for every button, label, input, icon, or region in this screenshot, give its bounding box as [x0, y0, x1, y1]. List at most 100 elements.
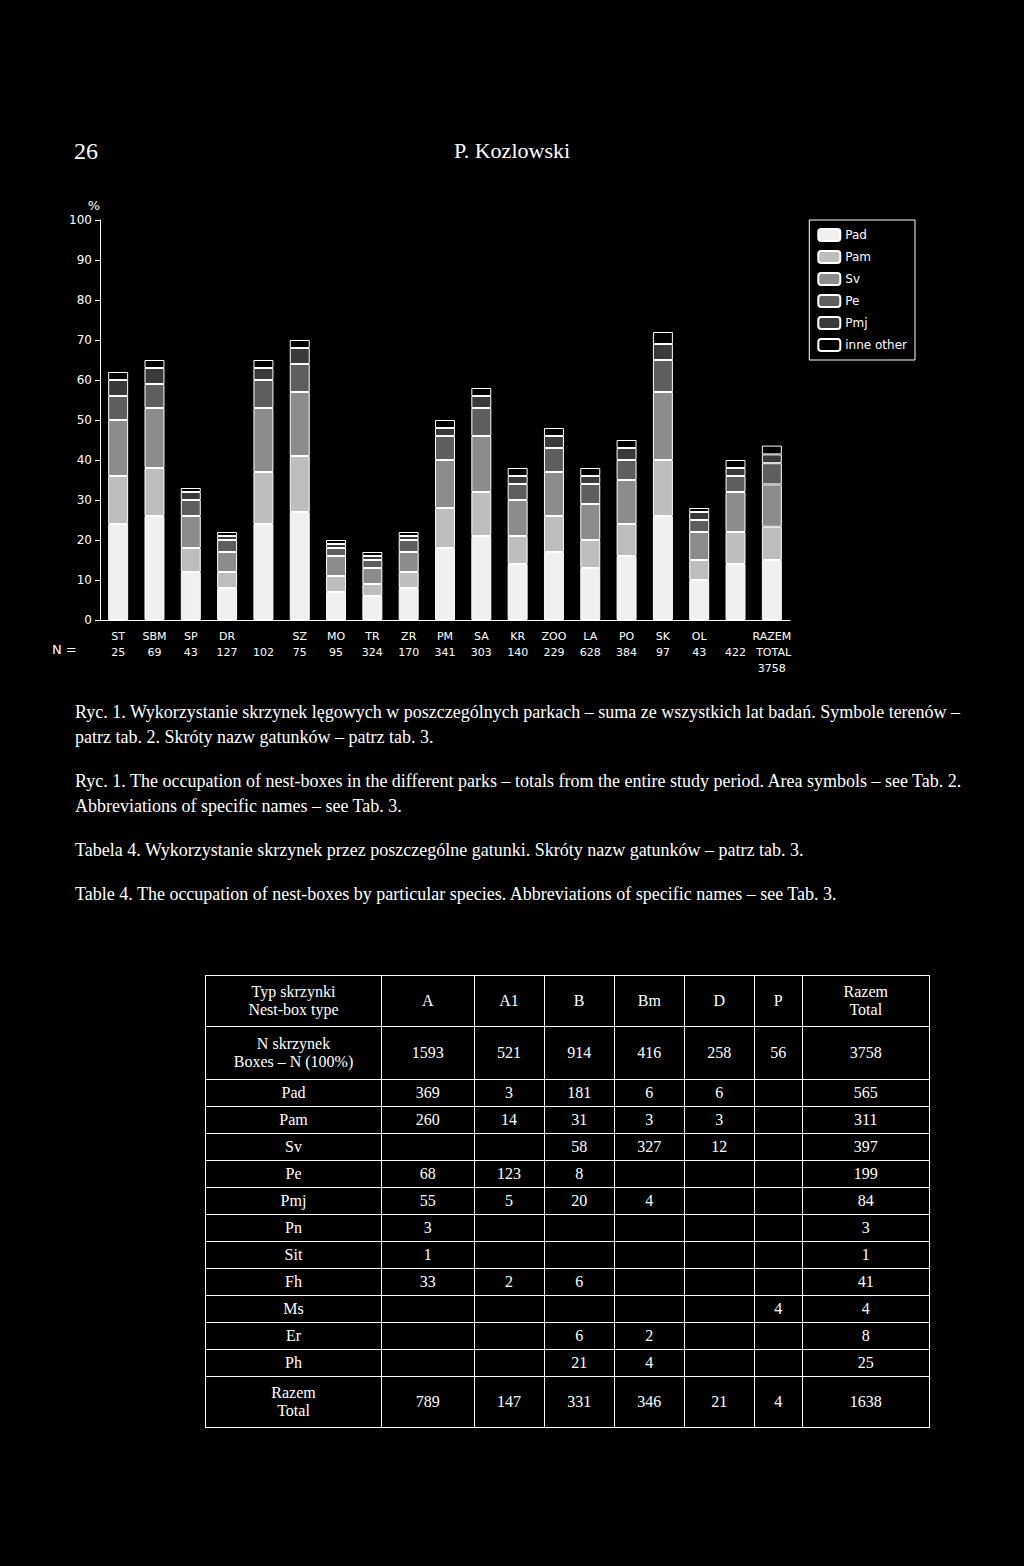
svg-text:100: 100: [69, 213, 92, 227]
html-text:12: 12: [711, 1138, 728, 1155]
html-text:55: 55: [419, 1192, 436, 1209]
html-text:258: 258: [707, 1044, 732, 1061]
html-text:N skrzynek: N skrzynek: [256, 1035, 331, 1052]
html-text:Ryc. 1. Wykorzystanie skrzynek: Ryc. 1. Wykorzystanie skrzynek lęgowych …: [75, 702, 961, 747]
svg-text:90: 90: [77, 253, 92, 267]
html-text:Pn: Pn: [285, 1219, 302, 1236]
svg-text:PM: PM: [437, 630, 453, 643]
svg-text:170: 170: [398, 646, 419, 659]
svg-text:303: 303: [471, 646, 492, 659]
html-text:521: 521: [497, 1044, 522, 1061]
html-text:56: 56: [770, 1044, 787, 1061]
svg-text:N =: N =: [52, 642, 77, 657]
svg-text:97: 97: [656, 646, 670, 659]
svg-text:30: 30: [77, 493, 92, 507]
html-text:Boxes – N (100%): Boxes – N (100%): [233, 1053, 354, 1070]
svg-text:MO: MO: [327, 630, 345, 643]
html-text:14: 14: [501, 1111, 518, 1128]
html-text:58: 58: [571, 1138, 588, 1155]
html-text:26: 26: [74, 138, 98, 164]
html-text:3758: 3758: [849, 1044, 882, 1061]
svg-text:384: 384: [616, 646, 637, 659]
html-text:Pad: Pad: [281, 1084, 306, 1101]
svg-text:229: 229: [543, 646, 564, 659]
html-text:Pe: Pe: [285, 1165, 302, 1182]
html-text:Bm: Bm: [637, 992, 661, 1009]
html-text:Pmj: Pmj: [280, 1192, 307, 1209]
svg-text:140: 140: [507, 646, 528, 659]
svg-text:60: 60: [77, 373, 92, 387]
svg-text:SBM: SBM: [142, 630, 166, 643]
svg-text:KR: KR: [510, 630, 525, 643]
svg-text:0: 0: [84, 613, 92, 627]
svg-text:Sv: Sv: [845, 272, 860, 286]
html-text:565: 565: [853, 1084, 878, 1101]
html-text:Ryc. 1. The occupation of nest: Ryc. 1. The occupation of nest-boxes in …: [75, 771, 962, 816]
html-text:369: 369: [415, 1084, 440, 1101]
html-text:Razem: Razem: [843, 983, 888, 1000]
html-text:20: 20: [571, 1192, 588, 1209]
svg-text:SK: SK: [656, 630, 671, 643]
html-text:P. Kozlowski: P. Kozlowski: [453, 138, 571, 163]
svg-text:TOTAL: TOTAL: [753, 646, 792, 659]
svg-text:RAZEM: RAZEM: [752, 630, 791, 643]
svg-text:Pe: Pe: [845, 294, 859, 308]
svg-text:341: 341: [435, 646, 456, 659]
svg-text:Pad: Pad: [845, 228, 867, 242]
svg-text:DR: DR: [219, 630, 235, 643]
html-text:Sv: Sv: [285, 1138, 302, 1155]
svg-text:SP: SP: [184, 630, 198, 643]
html-text:123: 123: [497, 1165, 522, 1182]
html-text:A1: A1: [499, 992, 519, 1009]
svg-text:10: 10: [77, 573, 92, 587]
svg-text:75: 75: [293, 646, 307, 659]
svg-text:inne other: inne other: [845, 338, 907, 352]
html-text:Pam: Pam: [279, 1111, 308, 1128]
html-text:Total: Total: [849, 1001, 883, 1018]
html-text:Nest-box type: Nest-box type: [248, 1001, 339, 1018]
svg-text:95: 95: [329, 646, 343, 659]
svg-text:40: 40: [77, 453, 92, 467]
svg-text:422: 422: [725, 646, 746, 659]
svg-text:127: 127: [217, 646, 238, 659]
html-text:Tabela 4. Wykorzystanie skrzyn: Tabela 4. Wykorzystanie skrzynek przez p…: [75, 840, 804, 860]
html-text:397: 397: [853, 1138, 878, 1155]
svg-text:70: 70: [77, 333, 92, 347]
svg-text:OL: OL: [692, 630, 708, 643]
svg-text:80: 80: [77, 293, 92, 307]
svg-text:Pam: Pam: [845, 250, 871, 264]
html-text:31: 31: [571, 1111, 588, 1128]
svg-text:SA: SA: [474, 630, 489, 643]
svg-text:3758: 3758: [758, 662, 786, 675]
svg-text:ST: ST: [111, 630, 125, 643]
svg-text:69: 69: [147, 646, 161, 659]
svg-text:%: %: [88, 198, 100, 213]
html-text:914: 914: [567, 1044, 592, 1061]
svg-text:324: 324: [362, 646, 383, 659]
html-text:260: 260: [415, 1111, 440, 1128]
svg-text:628: 628: [580, 646, 601, 659]
svg-text:25: 25: [111, 646, 125, 659]
svg-text:Pmj: Pmj: [845, 316, 867, 330]
html-text:Table 4. The occupation of nes: Table 4. The occupation of nest-boxes by…: [75, 884, 837, 904]
svg-text:ZR: ZR: [401, 630, 417, 643]
html-text:311: 311: [854, 1111, 878, 1128]
html-text:199: 199: [853, 1165, 878, 1182]
svg-text:43: 43: [692, 646, 706, 659]
html-text:Typ skrzynki: Typ skrzynki: [251, 983, 336, 1000]
svg-text:SZ: SZ: [292, 630, 307, 643]
html-text:181: 181: [567, 1084, 592, 1101]
html-text:84: 84: [857, 1192, 874, 1209]
svg-text:102: 102: [253, 646, 274, 659]
svg-text:LA: LA: [583, 630, 597, 643]
html-text:416: 416: [637, 1044, 662, 1061]
svg-text:43: 43: [184, 646, 198, 659]
svg-text:TR: TR: [364, 630, 380, 643]
html-text:1593: 1593: [411, 1044, 444, 1061]
html-text:68: 68: [419, 1165, 436, 1182]
svg-text:PO: PO: [619, 630, 635, 643]
svg-text:ZOO: ZOO: [542, 630, 567, 643]
svg-text:50: 50: [77, 413, 92, 427]
html-text:327: 327: [637, 1138, 662, 1155]
svg-text:20: 20: [77, 533, 92, 547]
